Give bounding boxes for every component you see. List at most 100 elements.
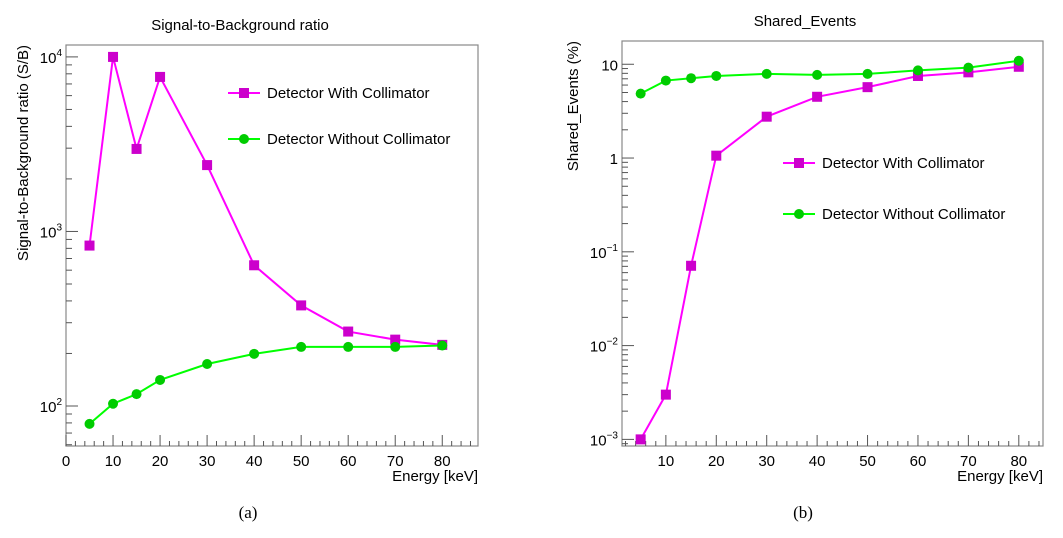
y-tick-label: 10−3 [590,430,619,449]
data-point-circle [1013,55,1024,66]
data-point-circle [686,73,697,84]
y-tick-exponent: −3 [607,430,619,441]
chart-title: Shared_Events [754,13,857,30]
legend-marker-square [794,158,804,168]
legend-marker-circle [794,209,804,219]
data-point-circle [296,341,307,352]
data-point-square [390,334,401,345]
legend-label: Detector With Collimator [822,155,985,172]
x-tick-label: 60 [910,453,927,470]
data-point-square [1013,61,1024,72]
x-axis-label: Energy [keV] [957,468,1043,485]
data-point-circle [108,398,119,409]
x-tick-label: 10 [105,453,122,470]
data-point-circle [343,341,354,352]
y-tick-label: 10−2 [590,337,619,356]
x-tick-label: 40 [809,453,826,470]
legend-marker-circle [239,134,249,144]
legend-label: Detector Without Collimator [822,206,1005,223]
y-tick-label: 102 [40,397,63,416]
legend-label: Detector Without Collimator [267,131,450,148]
data-point-circle [862,68,873,79]
y-tick-label: 1 [610,151,618,168]
data-point-square [912,70,923,81]
y-tick-base: 10 [40,399,57,416]
data-point-circle [812,69,823,80]
legend-entry: Detector With Collimator [228,85,430,102]
data-point-circle [390,341,401,352]
data-point-square [686,260,697,271]
series-line [88,56,443,346]
x-tick-label: 60 [340,453,357,470]
x-tick-label: 80 [434,453,451,470]
y-tick-base: 10 [590,432,607,449]
legend-label: Detector With Collimator [267,85,430,102]
legend-entry: Detector Without Collimator [228,131,450,148]
y-tick-base: 10 [40,224,57,241]
data-point-square [343,326,354,337]
y-tick-exponent: 4 [56,48,62,59]
x-axis-label: Energy [keV] [392,468,478,485]
x-tick-label: 10 [658,453,675,470]
x-tick-label: 0 [62,453,70,470]
y-tick-exponent: −2 [607,337,619,348]
x-tick-label: 30 [199,453,216,470]
data-point-circle [660,75,671,86]
x-tick-label: 20 [708,453,725,470]
y-axis-label: Shared_Events (%) [565,41,582,171]
y-tick-base: 10 [601,57,618,74]
y-tick-exponent: 2 [56,397,62,408]
data-point-square [202,160,213,171]
series-line [88,344,443,425]
y-tick-label: 10−1 [590,243,619,262]
y-tick-exponent: −1 [607,243,619,254]
data-point-square [761,111,772,122]
data-point-circle [711,70,722,81]
y-tick-base: 10 [40,50,57,67]
y-tick-base: 1 [610,151,618,168]
x-tick-label: 20 [152,453,169,470]
figure-caption: (a) [239,503,258,522]
data-point-square [131,143,142,154]
data-point-circle [131,389,142,400]
data-point-circle [761,68,772,79]
data-point-circle [202,359,213,370]
data-point-square [711,150,722,161]
y-tick-label: 10 [601,57,618,74]
y-tick-label: 103 [40,222,63,241]
x-tick-label: 80 [1010,453,1027,470]
figure-caption: (b) [793,503,813,522]
data-point-square [249,260,260,271]
x-tick-label: 70 [387,453,404,470]
legend-entry: Detector Without Collimator [783,206,1005,223]
series-without-collimator [635,55,1024,99]
plot-frame [621,40,1044,447]
x-tick-label: 40 [246,453,263,470]
x-tick-label: 30 [758,453,775,470]
y-tick-exponent: 3 [56,222,62,233]
y-tick-base: 10 [590,339,607,356]
data-point-circle [155,374,166,385]
plot-frame [65,44,479,447]
data-point-square [660,389,671,400]
y-axis-label: Signal-to-Background ratio (S/B) [15,45,32,261]
x-tick-label: 50 [859,453,876,470]
x-tick-label: 70 [960,453,977,470]
data-point-circle [84,418,95,429]
data-point-square [635,434,646,445]
data-point-circle [912,65,923,76]
data-point-circle [635,88,646,99]
data-point-square [155,71,166,82]
data-point-circle [437,340,448,351]
legend-entry: Detector With Collimator [783,155,985,172]
chart-a: Signal-to-Background ratio 0 10 20 30 40 50 60 7… [15,17,479,522]
legend-marker-square [239,88,249,98]
y-tick-label: 104 [40,48,63,67]
x-tick-label: 50 [293,453,310,470]
series-line [639,65,1019,440]
series-line [640,59,1019,95]
data-point-square [862,82,873,93]
data-point-square [296,300,307,311]
